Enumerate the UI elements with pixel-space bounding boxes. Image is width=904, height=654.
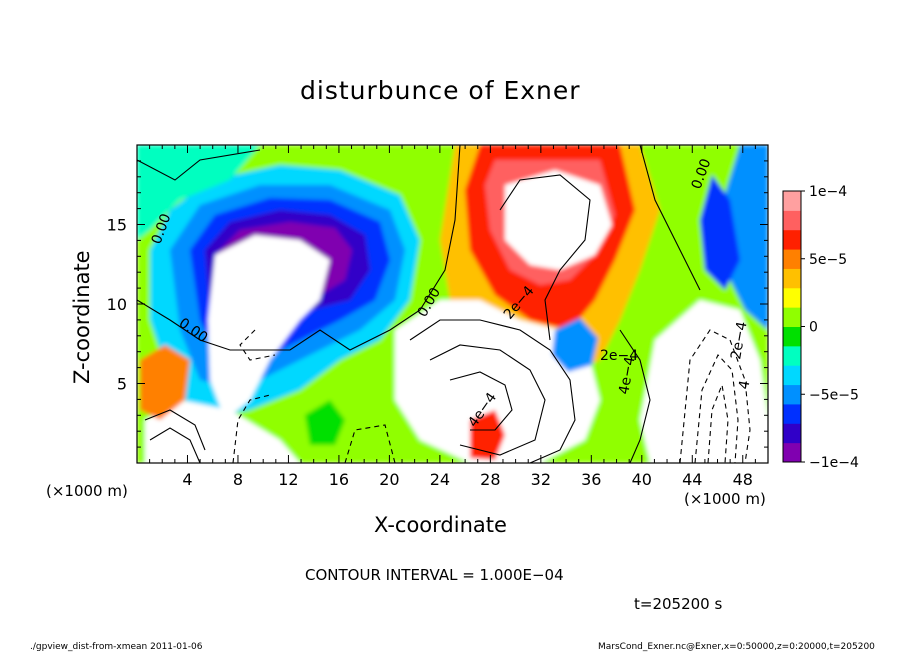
colorbar-segment	[783, 191, 801, 211]
heatmap-field	[137, 145, 768, 463]
x-tick-label: 32	[531, 470, 551, 489]
footer-right: MarsCond_Exner.nc@Exner,x=0:50000,z=0:20…	[598, 642, 875, 652]
x-tick-label: 40	[632, 470, 652, 489]
colorbar-segment	[783, 365, 801, 386]
colorbar-segment	[783, 345, 801, 366]
x-tick-label: 24	[430, 470, 450, 489]
contour-line	[149, 427, 201, 463]
contour-line	[344, 424, 396, 463]
contour-line	[694, 354, 739, 463]
contour-line	[144, 409, 206, 451]
contour-lines	[137, 145, 751, 463]
x-tick-label: 20	[379, 470, 399, 489]
x-tick-label: 28	[480, 470, 500, 489]
colorbar-segment	[783, 423, 801, 444]
colorbar-segment	[783, 442, 801, 463]
x-unit-label-right: (×1000 m)	[684, 490, 766, 508]
y-tick-label: 5	[117, 375, 127, 394]
x-axis: 4 8 12 16 20 24 28 32 36 40 44 48	[149, 145, 756, 489]
colorbar-segment	[783, 384, 801, 405]
contour-interval-text: CONTOUR INTERVAL = 1.000E−04	[305, 566, 564, 584]
contour-line	[619, 329, 651, 463]
contour-line	[639, 145, 701, 291]
x-tick-label: 44	[682, 470, 702, 489]
contour-line	[449, 371, 513, 431]
y-tick-label: 15	[107, 216, 127, 235]
chart-title: disturbunce of Exner	[300, 76, 581, 105]
contour-line	[409, 319, 576, 463]
y-axis: 5 10 15	[107, 160, 768, 448]
x-tick-label: 48	[733, 470, 753, 489]
contour-line	[239, 329, 276, 361]
colorbar-segment	[783, 268, 801, 289]
colorbar-segment	[783, 249, 801, 269]
x-tick-label: 4	[182, 470, 192, 489]
contour-line	[499, 174, 591, 341]
x-axis-label: X-coordinate	[374, 513, 507, 537]
footer-left: ./gpview_dist-from-xmean 2011-01-06	[30, 642, 203, 652]
colorbar-tick-label: 1e−4	[809, 184, 847, 200]
contour-line	[707, 382, 729, 463]
time-text: t=205200 s	[634, 595, 723, 613]
contour-line	[137, 149, 261, 181]
x-tick-label: 16	[329, 470, 349, 489]
contour-label: 2e−4	[728, 320, 750, 360]
x-tick-label: 12	[278, 470, 298, 489]
x-unit-label-left: (×1000 m)	[46, 482, 128, 500]
colorbar-segment	[783, 403, 801, 424]
contour-line	[232, 394, 271, 463]
colorbar-segment	[783, 307, 801, 327]
contour-label: 4	[736, 379, 753, 391]
colorbar-segment	[783, 229, 801, 250]
x-tick-label: 36	[581, 470, 601, 489]
colorbar-tick-label: −1e−4	[809, 455, 859, 471]
colorbar-tick-label: −5e−5	[809, 387, 859, 403]
colorbar-tick-label: 5e−5	[809, 252, 847, 268]
contour-label: 2e−4	[600, 348, 638, 364]
contour-line	[429, 344, 546, 456]
y-axis-label: Z-coordinate	[70, 250, 94, 384]
y-tick-label: 10	[107, 295, 127, 314]
x-tick-label: 8	[233, 470, 243, 489]
contour-line	[137, 145, 461, 351]
colorbar-segment	[783, 210, 801, 231]
colorbar-segment	[783, 326, 801, 347]
contour-line	[679, 329, 751, 463]
contour-label: 4e−4	[616, 355, 638, 395]
colorbar-tick-label: 0	[809, 320, 818, 336]
colorbar: −1e−4 −5e−5 0 5e−5 1e−4	[782, 184, 859, 471]
colorbar-segment	[783, 287, 801, 308]
